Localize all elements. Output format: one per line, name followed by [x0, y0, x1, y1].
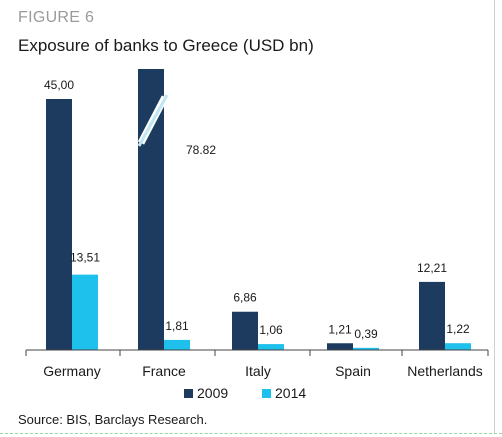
label-2014-netherlands: 1,22 [446, 322, 470, 336]
tick-label-italy: Italy [245, 363, 271, 379]
label-2009-france: 78.82 [186, 143, 216, 157]
source-note: Source: BIS, Barclays Research. [18, 412, 208, 427]
axis-break-mark [137, 94, 169, 147]
bar-2009-italy [232, 311, 258, 350]
chart-title: Exposure of banks to Greece (USD bn) [18, 36, 314, 55]
bar-2009-netherlands [419, 281, 445, 350]
legend-label-2009: 2009 [197, 385, 228, 401]
bar-2014-netherlands [445, 343, 471, 350]
figure-label: FIGURE 6 [18, 9, 95, 26]
tick-label-france: France [142, 363, 186, 379]
tick-label-spain: Spain [335, 363, 371, 379]
frame-bottom-rule [0, 433, 502, 434]
label-2009-spain: 1,21 [328, 322, 352, 336]
bar-2009-germany [46, 99, 72, 350]
label-2014-spain: 0,39 [354, 327, 378, 341]
bar-2014-italy [258, 344, 284, 350]
label-2014-germany: 13,51 [70, 251, 100, 265]
bar-2014-germany [72, 274, 98, 350]
bar-2009-spain [327, 343, 353, 350]
bar-2014-france [164, 339, 190, 350]
legend-label-2014: 2014 [275, 385, 306, 401]
tick-label-netherlands: Netherlands [407, 363, 483, 379]
bar-2009-france [138, 69, 164, 350]
label-2009-germany: 45,00 [44, 78, 74, 92]
legend-swatch-2009 [184, 389, 193, 398]
label-2009-netherlands: 12,21 [417, 261, 447, 275]
label-2009-italy: 6,86 [233, 291, 257, 305]
label-2014-france: 1,81 [165, 319, 189, 333]
label-2014-italy: 1,06 [259, 323, 283, 337]
legend-swatch-2014 [262, 389, 271, 398]
bar-2014-spain [353, 347, 379, 350]
tick-label-germany: Germany [43, 363, 101, 379]
frame-right-rule [494, 0, 495, 433]
